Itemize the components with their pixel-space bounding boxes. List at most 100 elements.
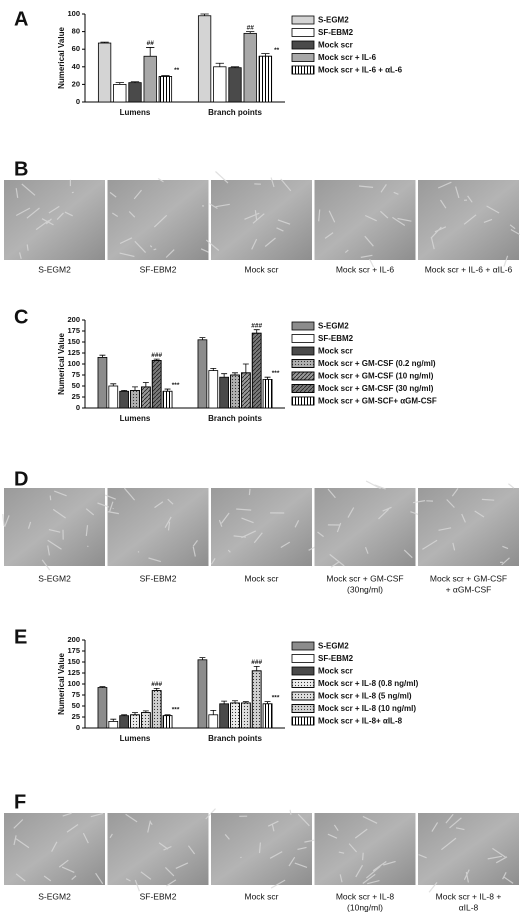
tube-network [13,812,104,885]
legend-label: Mock scr [318,347,353,356]
legend-label: Mock scr [318,41,353,50]
bar-hatch [130,389,140,409]
legend-label: S-EGM2 [318,642,349,651]
error-bar [100,41,109,44]
legend-hatch [291,679,315,688]
legend-label: Mock scr + GM-CSF (0.2 ng/ml) [318,359,436,368]
image-caption: SF-EBM2 [140,891,177,901]
y-tick-label: 125 [67,348,80,357]
error-bar [200,13,209,16]
y-tick-label: 150 [67,657,80,666]
tube-network [430,181,520,267]
error-bar [199,657,206,660]
image-caption: Mock scr + GM-CSF [326,573,403,583]
y-tick-label: 150 [67,337,80,346]
error-bar [153,358,160,361]
error-bar [264,376,271,380]
significance-label: ### [151,352,162,359]
image-caption: αIL-8 [459,902,479,912]
error-bar [232,700,238,703]
x-tick-label: Lumens [120,734,151,743]
error-bar [153,688,160,691]
image-caption: + αGM-CSF [446,584,492,594]
error-bar [121,714,128,716]
legend-label: S-EGM2 [318,16,349,25]
significance-label: ### [151,681,162,688]
significance-label: *** [172,382,180,389]
tube-network [318,184,412,268]
image-caption: (30ng/ml) [347,584,383,594]
bar-hatch [262,378,273,409]
y-tick-label: 0 [76,723,80,732]
image-caption: S-EGM2 [38,891,71,901]
bar [197,659,208,729]
panel-letter: B [14,158,28,180]
error-bar [132,712,138,715]
legend-label: S-EGM2 [318,322,349,331]
bar-hatch [162,390,173,409]
error-bar [142,382,149,387]
x-tick-label: Lumens [120,108,151,117]
significance-label: ** [274,47,280,54]
micrograph [418,813,519,885]
legend-label: Mock scr + IL-6 + αL-6 [318,66,403,75]
significance-label: *** [272,370,280,377]
x-tick-label: Lumens [120,414,151,423]
bar-hatch [262,703,273,729]
bar [128,82,142,103]
bar [108,385,119,409]
micrograph [211,488,312,566]
panel-letter: F [14,791,26,813]
significance-label: ** [174,67,180,74]
significance-label: *** [172,706,180,713]
bar [108,721,119,729]
error-bar [230,66,240,68]
bar [97,356,108,409]
error-bar [164,388,171,392]
legend-label: Mock scr [318,667,353,676]
error-bar [110,383,117,386]
tube-network [317,480,423,568]
tube-network [109,808,216,892]
bar-hatch [241,372,251,409]
image-caption: Mock scr + GM-CSF [430,573,507,583]
legend-label: SF-EBM2 [318,28,354,37]
tube-network [97,487,198,563]
legend-label: Mock scr + IL-6 [318,53,377,62]
x-tick-label: Branch points [208,414,262,423]
legend-swatch [291,654,315,663]
legend-swatch [291,321,315,331]
error-bar [221,700,228,704]
tube-network [2,490,95,571]
legend-label: Mock scr + GM-CSF (10 ng/ml) [318,372,434,381]
image-caption: (10ng/ml) [347,902,383,912]
y-tick-label: 0 [76,403,80,412]
micrograph [314,813,416,885]
y-tick-label: 50 [72,381,80,390]
legend-hatch [291,65,315,75]
micrograph [107,488,209,566]
error-bar [110,718,117,722]
legend-swatch [291,334,315,343]
legend-label: Mock scr + IL-8 (5 ng/ml) [318,692,412,701]
tube-network [224,809,315,889]
error-bar [261,53,270,57]
micrograph [211,180,312,260]
y-tick-label: 100 [67,359,80,368]
bar [97,42,112,103]
legend-label: Mock scr + GM-CSF (30 ng/ml) [318,384,434,393]
significance-label: ## [147,40,155,47]
image-caption: S-EGM2 [38,573,71,583]
y-tick-label: 175 [67,326,80,335]
y-tick-label: 200 [67,635,80,644]
legend-label: Mock scr + IL-8+ αIL-8 [318,717,403,726]
error-bar [246,31,255,34]
micrograph [107,813,209,885]
error-bar [232,372,238,375]
bar-hatch [151,690,162,729]
bar-hatch [151,360,162,409]
error-bar [161,75,170,77]
micrograph [418,180,519,260]
y-tick-label: 100 [67,9,80,18]
